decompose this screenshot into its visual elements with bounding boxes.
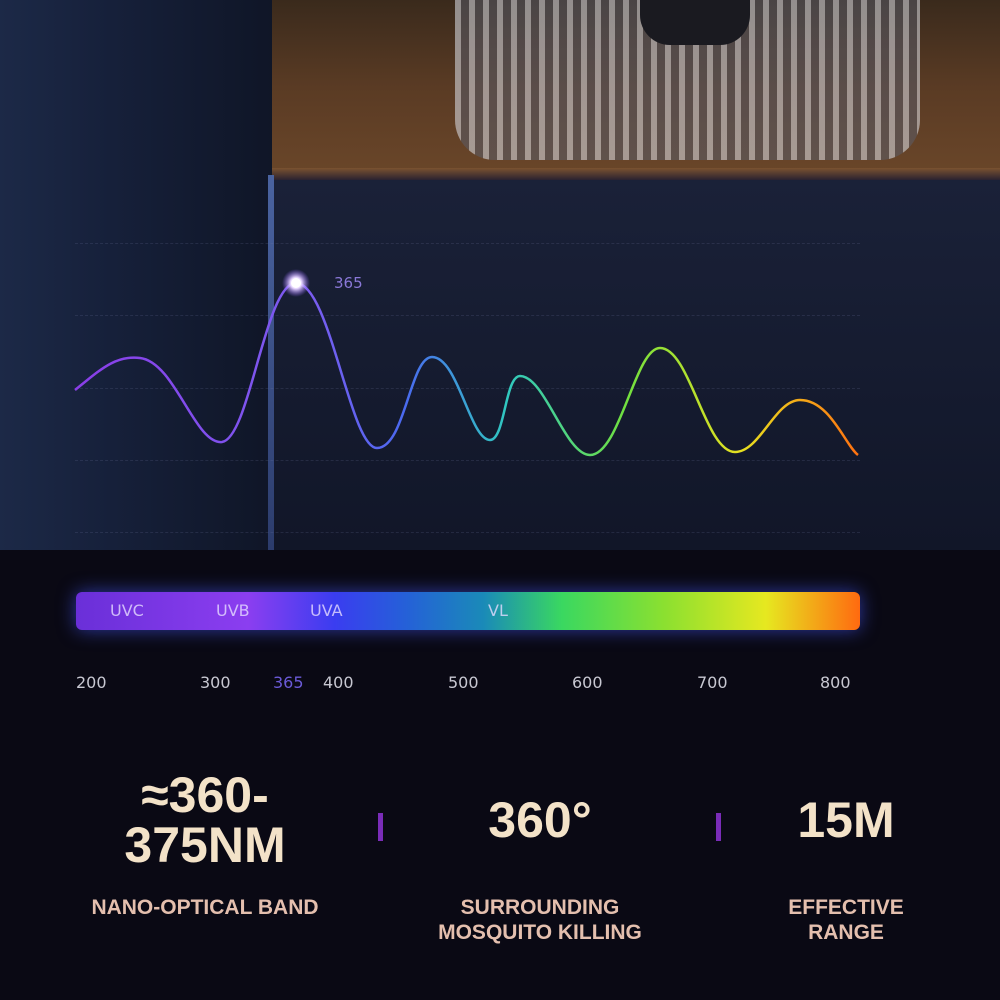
curtain-background xyxy=(0,0,280,550)
stat-value-line: ≈360- xyxy=(141,767,269,823)
tick-label-highlight: 365 xyxy=(273,673,304,692)
stat-range-caption: EFFECTIVE RANGE xyxy=(696,895,996,945)
grid-line xyxy=(75,460,860,461)
grid-line xyxy=(75,315,860,316)
stat-band-caption: NANO-OPTICAL BAND xyxy=(91,896,319,919)
caption-line: SURROUNDING xyxy=(460,896,620,919)
tick-label: 300 xyxy=(200,673,231,692)
band-label-uvc: UVC xyxy=(110,601,144,620)
band-label-uvb: UVB xyxy=(216,601,250,620)
tick-label: 400 xyxy=(323,673,354,692)
spectrum-band xyxy=(76,592,860,630)
stat-range-value: 15M xyxy=(797,792,895,848)
stat-angle-value: 360° xyxy=(488,792,592,848)
stat-value-line: 375NM xyxy=(124,817,286,873)
peak-marker xyxy=(291,278,301,288)
tick-label: 600 xyxy=(572,673,603,692)
separator xyxy=(378,813,383,841)
separator xyxy=(716,813,721,841)
wave-line xyxy=(74,281,859,457)
grid-line xyxy=(75,243,860,244)
caption-line: RANGE xyxy=(808,921,884,944)
tick-label: 200 xyxy=(76,673,107,692)
caption-line: EFFECTIVE xyxy=(788,896,904,919)
caption-line: MOSQUITO KILLING xyxy=(438,921,642,944)
tick-label: 800 xyxy=(820,673,851,692)
grid-line xyxy=(75,388,860,389)
band-label-vl: VL xyxy=(488,601,508,620)
stat-band-value: ≈360- 375NM xyxy=(85,770,325,870)
band-label-uva: UVA xyxy=(310,601,343,620)
grid-line xyxy=(75,532,860,533)
table-edge xyxy=(272,168,1000,180)
device-top xyxy=(640,0,750,45)
stat-angle-caption: SURROUNDING MOSQUITO KILLING xyxy=(390,895,690,945)
tick-label: 700 xyxy=(697,673,728,692)
cabinet xyxy=(272,180,1000,550)
tick-label: 500 xyxy=(448,673,479,692)
product-scene: 365 xyxy=(0,0,1000,550)
peak-label: 365 xyxy=(334,274,363,292)
cabinet-edge xyxy=(268,175,274,550)
spectrum-wave xyxy=(74,269,859,457)
